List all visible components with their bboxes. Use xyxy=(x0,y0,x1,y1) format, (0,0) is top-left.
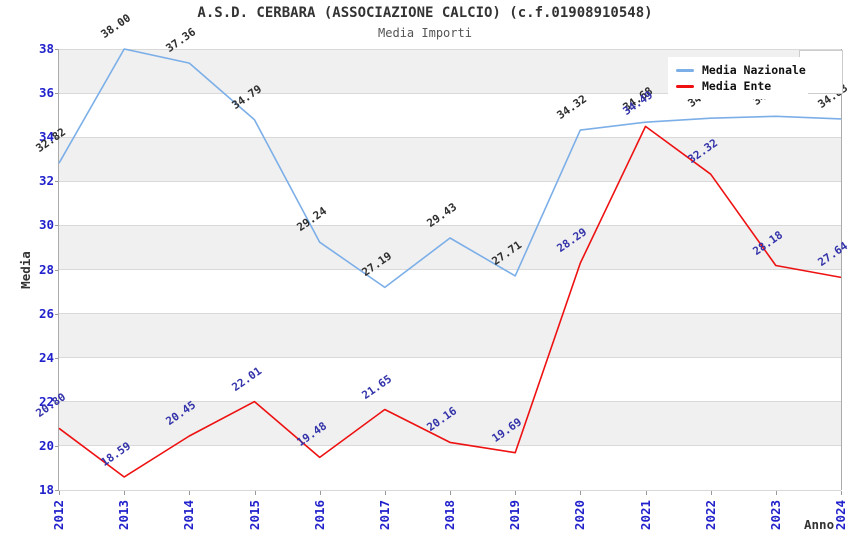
gridline xyxy=(59,269,841,270)
x-tickmark xyxy=(59,491,60,495)
x-tick-label: 2016 xyxy=(311,499,327,531)
gridline xyxy=(59,313,841,315)
gridline xyxy=(59,92,841,94)
x-tickmark xyxy=(515,491,517,495)
x-tick-label: 2019 xyxy=(507,499,523,531)
axis-right xyxy=(841,49,842,490)
gridline xyxy=(59,401,841,403)
y-tickmark xyxy=(55,225,59,227)
x-tickmark xyxy=(319,491,321,495)
legend-label-nazionale: Media Nazionale xyxy=(702,63,806,77)
x-tickmark xyxy=(124,491,126,495)
y-tick-label: 18 xyxy=(38,482,54,497)
x-tick-label: 2020 xyxy=(572,499,588,531)
y-tickmark xyxy=(55,93,59,95)
legend-item-ente: Media Ente xyxy=(676,79,800,93)
y-tickmark xyxy=(55,49,59,50)
gridline xyxy=(59,48,841,50)
series-lines xyxy=(58,48,842,478)
x-tickmark xyxy=(645,491,647,495)
x-axis-title: Anno xyxy=(804,517,835,532)
y-tick-label: 28 xyxy=(38,261,54,277)
x-tick-label: 2017 xyxy=(376,499,392,531)
y-tickmark xyxy=(55,313,59,315)
band-row xyxy=(59,225,841,270)
x-tickmark xyxy=(580,491,582,495)
y-tick-label: 36 xyxy=(38,85,54,101)
legend-label-ente: Media Ente xyxy=(702,79,772,93)
y-tickmark xyxy=(55,401,59,403)
y-tickmark xyxy=(55,269,59,271)
y-tick-label: 20 xyxy=(38,437,54,453)
x-tick-label: 2022 xyxy=(702,499,718,531)
x-tick-label: 2018 xyxy=(442,499,457,531)
y-tick-label: 24 xyxy=(38,349,54,365)
gridline xyxy=(59,489,841,491)
x-tick-label: 2013 xyxy=(116,499,132,531)
x-tick-label: 2012 xyxy=(51,499,66,531)
x-tickmark xyxy=(450,491,451,495)
axis-left xyxy=(58,49,59,490)
legend-item-nazionale: Media Nazionale xyxy=(676,63,806,77)
x-tickmark xyxy=(189,491,191,495)
x-tickmark xyxy=(384,491,386,495)
legend-swatch-ente xyxy=(676,84,694,88)
y-tickmark xyxy=(55,490,59,491)
x-tick-label: 2015 xyxy=(246,499,262,531)
y-tickmark xyxy=(55,181,59,183)
y-tickmark xyxy=(55,445,59,447)
band-row xyxy=(59,401,841,446)
x-tickmark xyxy=(710,491,712,495)
gridline xyxy=(59,445,841,447)
x-tick-label: 2021 xyxy=(637,499,653,531)
series-line-media-ente xyxy=(58,125,842,478)
y-tick-label: 34 xyxy=(38,129,54,145)
series-line-media-nazionale xyxy=(58,48,842,289)
legend: Media Nazionale Media Ente xyxy=(668,57,808,99)
x-tick-label: 2014 xyxy=(181,499,197,531)
y-tick-label: 30 xyxy=(38,217,54,233)
chart-subtitle: Media Importi xyxy=(378,26,472,40)
gridline xyxy=(59,357,841,359)
x-tickmark xyxy=(775,491,777,495)
gridline xyxy=(59,224,841,226)
x-tickmark xyxy=(841,491,842,495)
y-tickmark xyxy=(55,137,59,139)
y-tickmark xyxy=(55,357,59,359)
legend-swatch-nazionale xyxy=(676,68,694,72)
y-tick-label: 22 xyxy=(38,393,54,409)
y-tick-label: 38 xyxy=(38,41,54,56)
plot-area xyxy=(58,48,842,491)
gridline xyxy=(59,136,841,138)
x-tickmark xyxy=(254,491,256,495)
axis-bottom xyxy=(59,490,841,491)
x-tick-label: 2023 xyxy=(767,499,783,531)
y-tick-label: 32 xyxy=(38,173,54,189)
band-row xyxy=(59,313,841,358)
gridline xyxy=(59,180,841,182)
y-tick-label: 26 xyxy=(38,305,54,321)
x-tick-label: 2024 xyxy=(833,499,848,531)
chart-title: A.S.D. CERBARA (ASSOCIAZIONE CALCIO) (c.… xyxy=(197,5,653,21)
